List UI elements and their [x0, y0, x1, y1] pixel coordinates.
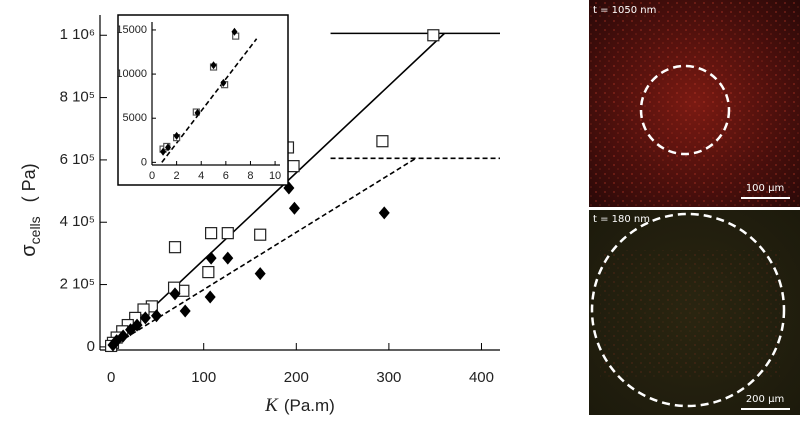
- x-axis-label: K (Pa.m): [264, 395, 335, 416]
- square-marker: [427, 29, 440, 42]
- diamond-marker: [125, 323, 137, 337]
- diamond-marker: [205, 251, 217, 265]
- scale-bar-label: 200 µm: [746, 394, 784, 405]
- y-symbol: σ: [18, 244, 40, 257]
- x-tick-label: 400: [469, 369, 494, 386]
- y-unit: ( Pa): [19, 163, 39, 202]
- diamond-marker: [150, 309, 162, 323]
- x-unit: (Pa.m): [284, 396, 335, 415]
- diamond-marker: [220, 78, 227, 87]
- fit-line: [110, 32, 445, 348]
- x-tick-label: 8: [247, 170, 253, 182]
- scale-bar-label: 100 µm: [746, 183, 784, 194]
- diamond-marker: [231, 27, 238, 36]
- diamond-marker: [169, 287, 181, 301]
- y-tick-label: 0: [87, 338, 95, 355]
- region-circle: [590, 212, 786, 408]
- square-marker: [254, 228, 267, 241]
- y-tick-label: 4 10⁵: [60, 213, 95, 230]
- diamond-marker: [204, 290, 216, 304]
- diamond-marker: [288, 201, 300, 215]
- square-marker: [168, 241, 182, 254]
- x-tick-label: 4: [198, 170, 204, 182]
- x-tick-label: 2: [174, 170, 180, 182]
- diamond-marker: [222, 251, 234, 265]
- x-tick-label: 0: [149, 170, 155, 182]
- y-axis-label: σcells ( Pa): [18, 163, 42, 256]
- diamond-marker: [179, 304, 191, 318]
- diamond-marker: [165, 143, 171, 152]
- y-tick-label: 10000: [116, 68, 147, 80]
- y-tick-label: 1 10⁶: [60, 26, 95, 43]
- square-marker: [205, 227, 218, 240]
- y-tick-label: 8 10⁵: [60, 89, 95, 106]
- square-marker: [221, 227, 234, 240]
- y-tick-label: 6 10⁵: [60, 151, 95, 168]
- y-tick-label: 2 10⁵: [60, 276, 95, 293]
- inset-frame: [117, 14, 289, 186]
- image-time: t = 1050 nm: [593, 5, 656, 16]
- diamond-marker: [210, 61, 217, 70]
- x-tick-label: 6: [223, 170, 229, 182]
- diamond-marker: [254, 267, 266, 281]
- y-tick-label: 15000: [116, 24, 147, 36]
- fit-line: [110, 157, 417, 348]
- fit-line: [161, 38, 258, 163]
- x-tick-label: 300: [376, 369, 401, 386]
- x-symbol: K: [264, 395, 279, 416]
- y-subscript: cells: [27, 216, 43, 244]
- region-circle: [639, 64, 731, 156]
- y-tick-label: 5000: [123, 112, 147, 124]
- square-marker: [287, 160, 300, 173]
- x-tick-label: 10: [269, 170, 281, 182]
- square-marker: [202, 265, 215, 279]
- image-texture: [600, 250, 780, 380]
- diamond-marker: [378, 206, 390, 220]
- diamond-marker: [139, 311, 151, 325]
- diamond-marker: [160, 147, 167, 156]
- image-time: t = 180 nm: [593, 214, 650, 225]
- x-tick-label: 0: [107, 369, 115, 386]
- square-marker: [376, 135, 389, 148]
- diamond-marker: [194, 108, 201, 117]
- diamond-marker: [107, 338, 119, 352]
- x-tick-label: 100: [191, 369, 216, 386]
- diamond-marker: [173, 131, 180, 140]
- image-texture: [589, 0, 800, 207]
- y-tick-label: 0: [141, 156, 147, 168]
- x-tick-label: 200: [284, 369, 309, 386]
